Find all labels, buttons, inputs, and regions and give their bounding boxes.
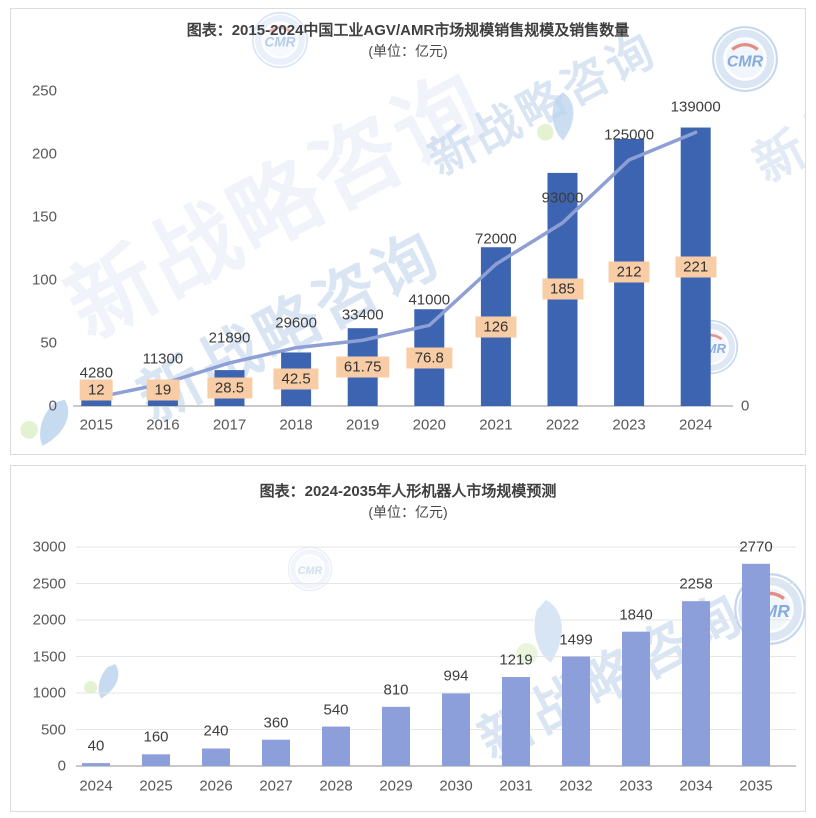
y-axis-tick-label: 150	[31, 208, 57, 226]
y-axis-tick-label: 0	[48, 397, 57, 415]
bar-value-label: 185	[541, 278, 584, 300]
chart-panel-humanoid-robot: 新战略咨询 CMR CMR 图表：2024-2035年人形机器人市场规模预测 (…	[10, 465, 806, 812]
x-axis-category-label: 2023	[612, 416, 646, 434]
line-value-label: 4280	[79, 364, 113, 382]
bar-chart-plot: 0 500 1000 1500 2000 2500 3000 2024 2025 2026 2027…	[11, 466, 805, 811]
x-axis-category-label: 2034	[679, 777, 713, 795]
bar-value-label: 126	[475, 316, 517, 338]
bar-value-label: 40	[87, 737, 105, 755]
x-axis-category-label: 2029	[379, 777, 413, 795]
bar	[142, 754, 170, 766]
chart-subtitle: (单位：亿元)	[368, 504, 448, 520]
bar-value-label: 360	[263, 714, 289, 732]
x-axis-category-label: 2024	[679, 416, 713, 434]
x-axis-category-label: 2032	[559, 777, 593, 795]
y-axis-tick-label: 2500	[32, 575, 66, 592]
bar-value-label: 160	[143, 728, 169, 746]
bar	[622, 631, 650, 766]
bar-value-label: 76.8	[406, 347, 452, 369]
x-axis-category-label: 2016	[146, 416, 180, 434]
x-axis-category-label: 2020	[412, 416, 446, 434]
bar-value-label: 212	[608, 261, 650, 283]
y-axis-tick-label: 250	[31, 82, 57, 100]
x-axis-category-label: 2026	[199, 777, 233, 795]
bar	[262, 739, 290, 766]
trend-line	[94, 130, 698, 400]
bar	[502, 677, 530, 766]
y-axis-tick-label: 3000	[32, 538, 66, 556]
bar-value-label: 1499	[559, 631, 593, 649]
y-axis-tick-label: 2000	[32, 611, 66, 629]
bar	[742, 563, 770, 766]
line-value-label: 139000	[670, 98, 721, 116]
bar-value-label: 1219	[499, 651, 533, 669]
x-axis-category-label: 2033	[619, 777, 653, 795]
x-axis-category-label: 2021	[479, 416, 513, 434]
line-value-label: 72000	[475, 230, 517, 248]
x-axis-category-label: 2019	[346, 416, 380, 434]
line-value-label: 33400	[341, 306, 384, 324]
x-axis-category-label: 2024	[79, 777, 113, 795]
chart-title: 图表：2024-2035年人形机器人市场规模预测	[259, 483, 557, 500]
bar	[682, 601, 710, 766]
bar-value-label: 540	[323, 701, 349, 719]
line-value-label: 21890	[208, 329, 251, 347]
chart-panel-agv-amr: 新战略咨询 新战略咨询 新战略咨询 新战略咨询 CMR CMR CMR	[10, 8, 806, 455]
bar-value-label: 240	[203, 722, 229, 740]
chart-title: 图表：2015-2024中国工业AGV/AMR市场规模销售规模及销售数量	[186, 22, 630, 39]
bar	[442, 693, 470, 766]
bar	[562, 656, 590, 766]
x-axis-category-label: 2022	[545, 416, 580, 434]
line-value-label: 11300	[142, 350, 184, 368]
bar-value-label: 994	[443, 667, 469, 685]
bar	[322, 726, 350, 766]
bar-value-label: 1840	[619, 606, 653, 624]
x-axis-category-label: 2027	[259, 777, 293, 795]
bar-value-label: 810	[383, 681, 409, 699]
x-axis-category-label: 2017	[212, 416, 247, 434]
secondary-y-axis-tick-label: 0	[741, 397, 750, 415]
bar-value-label: 42.5	[273, 368, 319, 390]
chart-subtitle: (单位：亿元)	[368, 43, 448, 59]
y-axis-tick-label: 0	[57, 757, 66, 775]
y-axis-tick-label: 1500	[32, 648, 66, 665]
y-axis-tick-label: 500	[40, 721, 66, 738]
line-value-label: 93000	[541, 189, 584, 207]
bar	[82, 763, 110, 766]
x-axis-category-label: 2028	[319, 777, 353, 795]
bar-value-label: 2770	[739, 538, 773, 556]
bar-value-label: 221	[675, 256, 717, 278]
bar-value-label: 2258	[679, 575, 713, 593]
bar	[382, 706, 410, 766]
y-axis-tick-label: 200	[31, 145, 57, 163]
bar-value-label: 28.5	[206, 377, 253, 399]
bar-value-label: 61.75	[335, 356, 390, 378]
line-value-label: 125000	[604, 126, 655, 144]
y-axis-tick-label: 50	[40, 334, 57, 352]
y-axis-tick-label: 1000	[32, 684, 66, 702]
line-value-label: 29600	[275, 314, 317, 332]
chart-canvas	[76, 546, 796, 767]
chart-canvas	[73, 127, 733, 407]
x-axis-category-label: 2030	[439, 777, 473, 795]
y-axis-tick-label: 100	[31, 271, 57, 289]
bar	[202, 748, 230, 766]
bar-value-label: 19	[146, 379, 180, 401]
x-axis-category-label: 2015	[79, 416, 113, 434]
bar-value-label: 12	[79, 379, 113, 401]
x-axis-category-label: 2018	[279, 416, 313, 434]
x-axis-category-label: 2035	[739, 777, 773, 795]
x-axis-category-label: 2031	[499, 777, 533, 795]
x-axis-category-label: 2025	[139, 777, 173, 795]
combo-chart-plot: 0501001502002500200004000060000800001000…	[11, 9, 805, 454]
line-value-label: 41000	[408, 291, 451, 309]
